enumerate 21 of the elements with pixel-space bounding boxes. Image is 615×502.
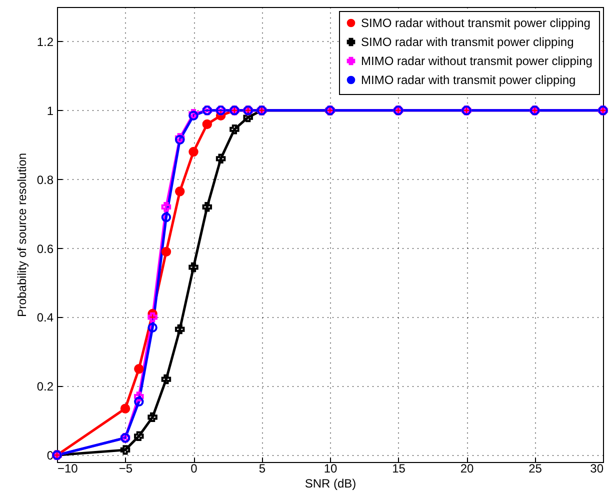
x-tick-label: 20: [460, 462, 474, 476]
legend-label: MIMO radar with transmit power clipping: [361, 73, 576, 87]
y-tick-label: 0.6: [36, 242, 54, 256]
y-tick-label: 0.4: [36, 310, 54, 325]
x-tick-label: −10: [58, 462, 78, 476]
x-tick-label: 10: [324, 462, 338, 476]
y-tick-label: 1: [46, 104, 54, 118]
legend-label: SIMO radar with transmit power clipping: [361, 35, 574, 49]
x-tick-label: 25: [528, 462, 542, 476]
x-tick-label: 5: [258, 462, 266, 476]
x-tick-label: 0: [190, 462, 198, 476]
x-axis-title: SNR (dB): [304, 476, 356, 490]
x-tick-label: 30: [590, 462, 604, 476]
y-tick-label: 0.2: [36, 380, 54, 394]
y-tick-label: 1.2: [36, 34, 54, 49]
x-tick-label: −5: [118, 462, 133, 476]
legend-label: MIMO radar without transmit power clipping: [361, 54, 592, 68]
y-axis-title: Probability of source resolution: [14, 152, 29, 318]
y-tick-label: 0.8: [36, 172, 54, 187]
x-tick-label: 15: [392, 462, 406, 476]
legend-label: SIMO radar without transmit power clipping: [361, 16, 590, 30]
